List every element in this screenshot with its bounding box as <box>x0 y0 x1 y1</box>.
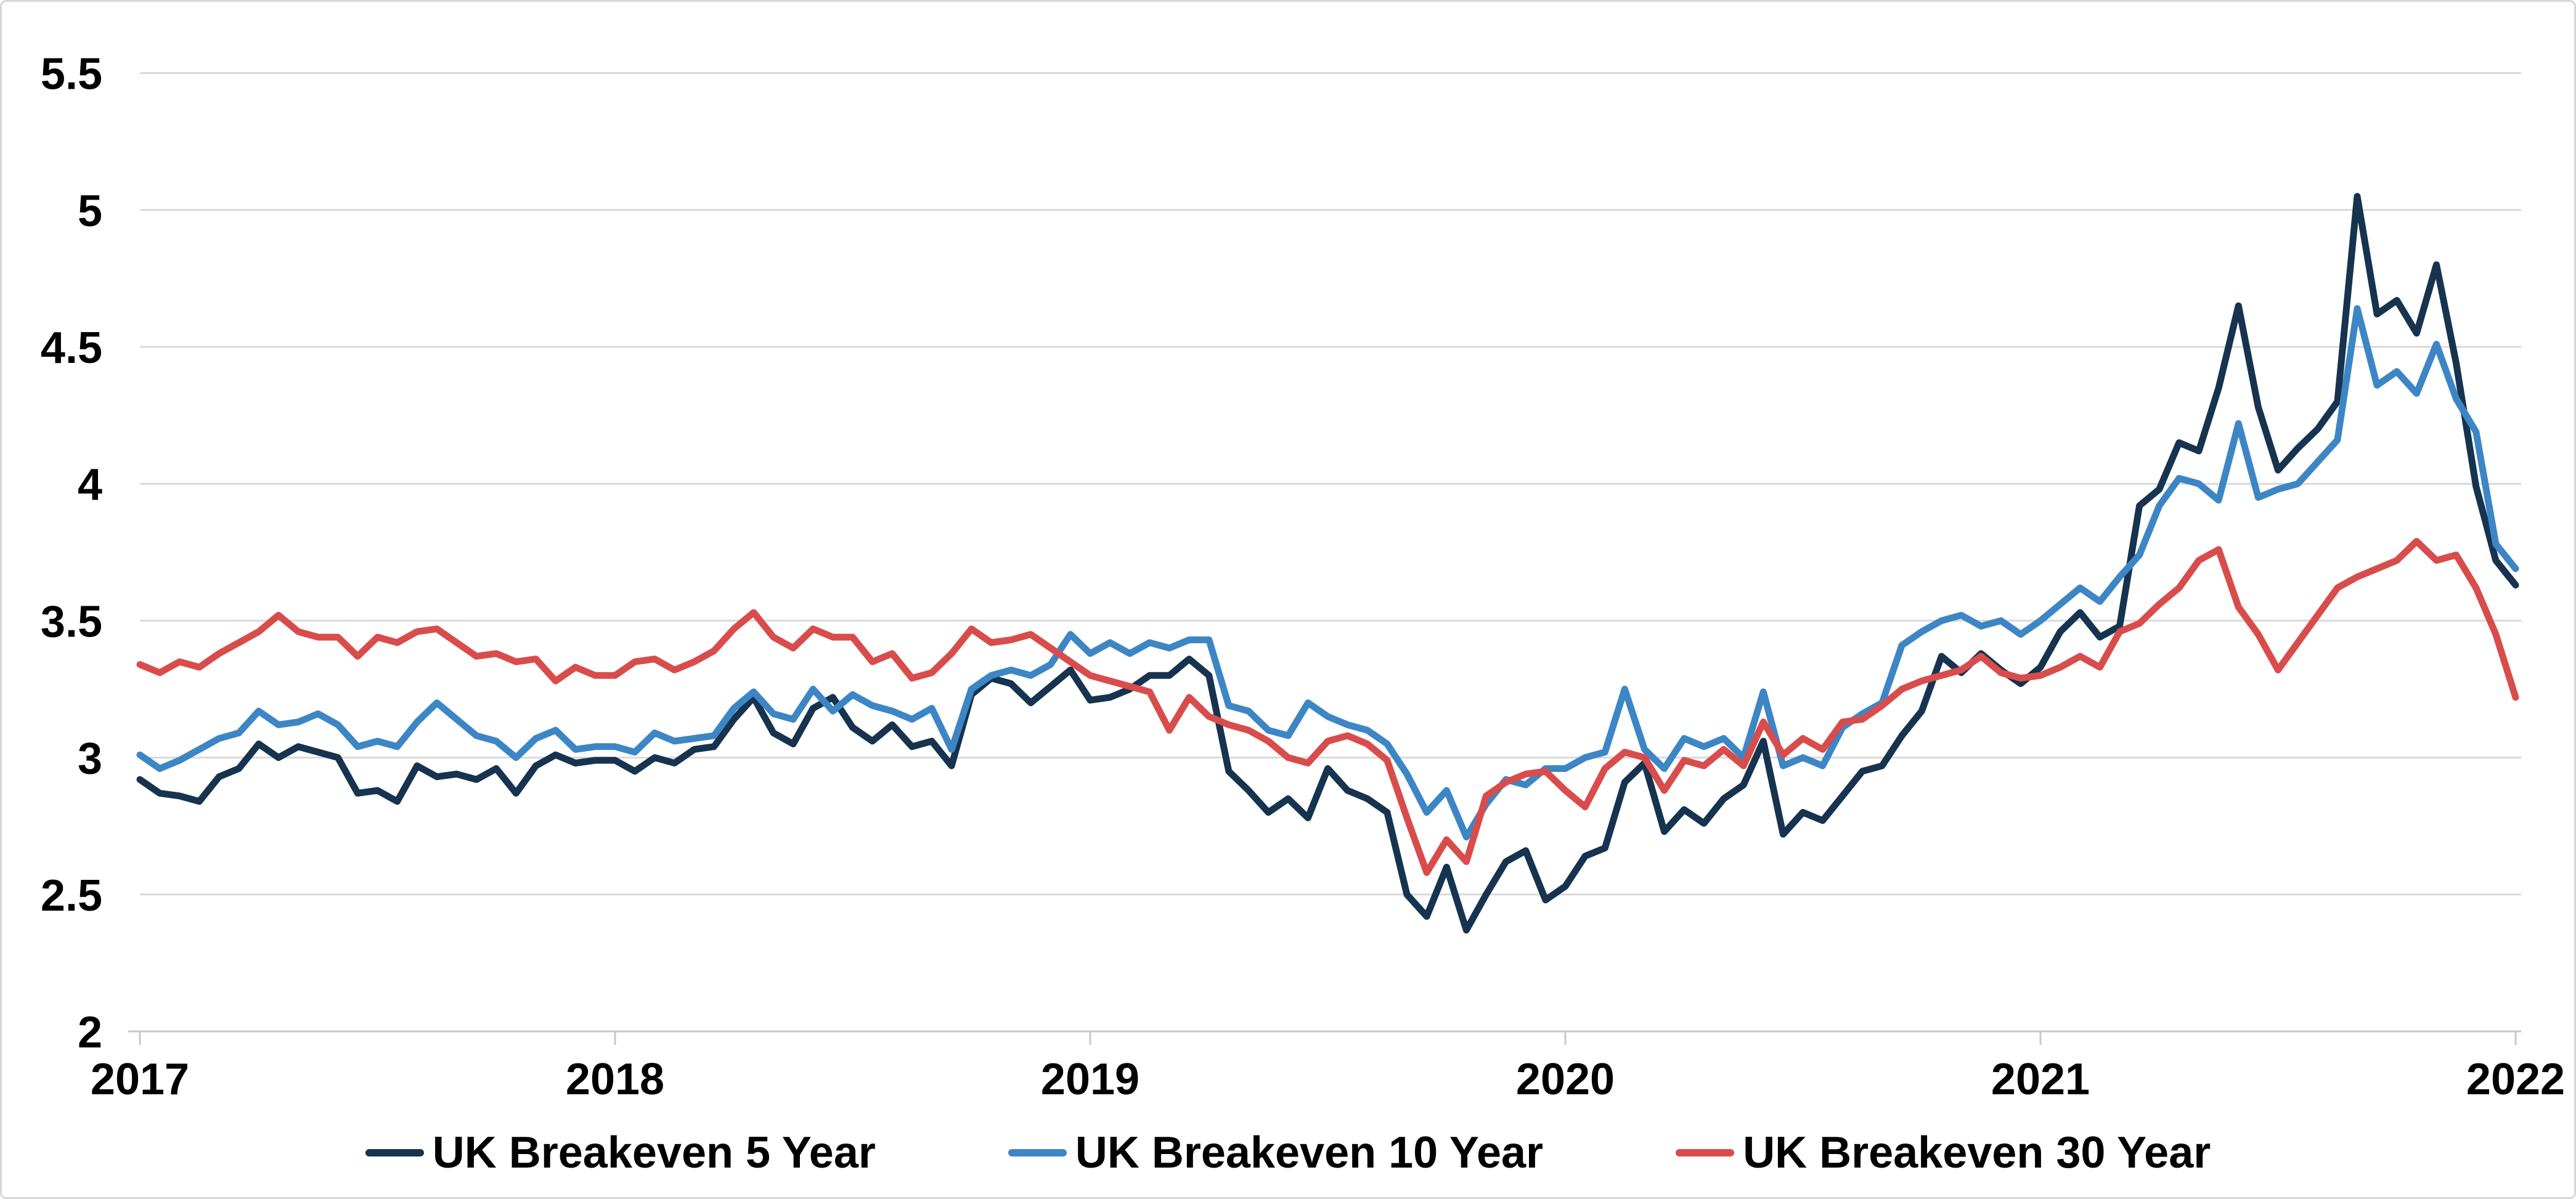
series-line-uk-breakeven-10-year <box>136 305 2519 840</box>
legend-label-10-year: UK Breakeven 10 Year <box>1075 1128 1544 1177</box>
x-axis-labels: 2017 2018 2019 2020 2021 2022 <box>91 1055 2565 1104</box>
x-tick-label-2019: 2019 <box>1041 1055 1139 1104</box>
legend-item-5-year: UK Breakeven 5 Year <box>365 1131 876 1175</box>
legend-item-30-year: UK Breakeven 30 Year <box>1676 1131 2211 1175</box>
series-lines <box>136 193 2519 934</box>
y-tick-label-3.5: 3.5 <box>41 597 102 646</box>
gridlines <box>140 72 2521 1033</box>
y-tick-label-4: 4 <box>78 460 102 510</box>
legend-swatch-10-year-icon <box>1008 1149 1067 1156</box>
y-tick-label-3: 3 <box>78 734 102 784</box>
y-tick-label-4.5: 4.5 <box>41 323 102 373</box>
y-tick-label-2.5: 2.5 <box>41 871 102 921</box>
legend-item-10-year: UK Breakeven 10 Year <box>1008 1131 1543 1175</box>
x-tick-label-2021: 2021 <box>1991 1055 2090 1104</box>
y-tick-label-5: 5 <box>78 187 102 236</box>
x-axis <box>128 1030 2521 1045</box>
legend-label-30-year: UK Breakeven 30 Year <box>1743 1128 2211 1177</box>
x-tick-label-2017: 2017 <box>91 1055 189 1104</box>
series-line-uk-breakeven-5-year <box>136 193 2519 934</box>
legend-label-5-year: UK Breakeven 5 Year <box>432 1128 876 1177</box>
legend-swatch-30-year-icon <box>1676 1149 1735 1156</box>
x-tick-label-2022: 2022 <box>2466 1055 2565 1104</box>
y-axis-labels: 5.5 5 4.5 4 3.5 3 2.5 2 <box>41 50 102 1057</box>
y-tick-label-5.5: 5.5 <box>41 50 102 99</box>
y-tick-label-2: 2 <box>78 1008 102 1057</box>
series-line-uk-breakeven-30-year <box>136 538 2519 876</box>
legend: UK Breakeven 5 Year UK Breakeven 10 Year… <box>2 1131 2574 1175</box>
x-tick-label-2020: 2020 <box>1516 1055 1615 1104</box>
legend-swatch-5-year-icon <box>365 1149 424 1156</box>
x-tick-label-2018: 2018 <box>566 1055 664 1104</box>
